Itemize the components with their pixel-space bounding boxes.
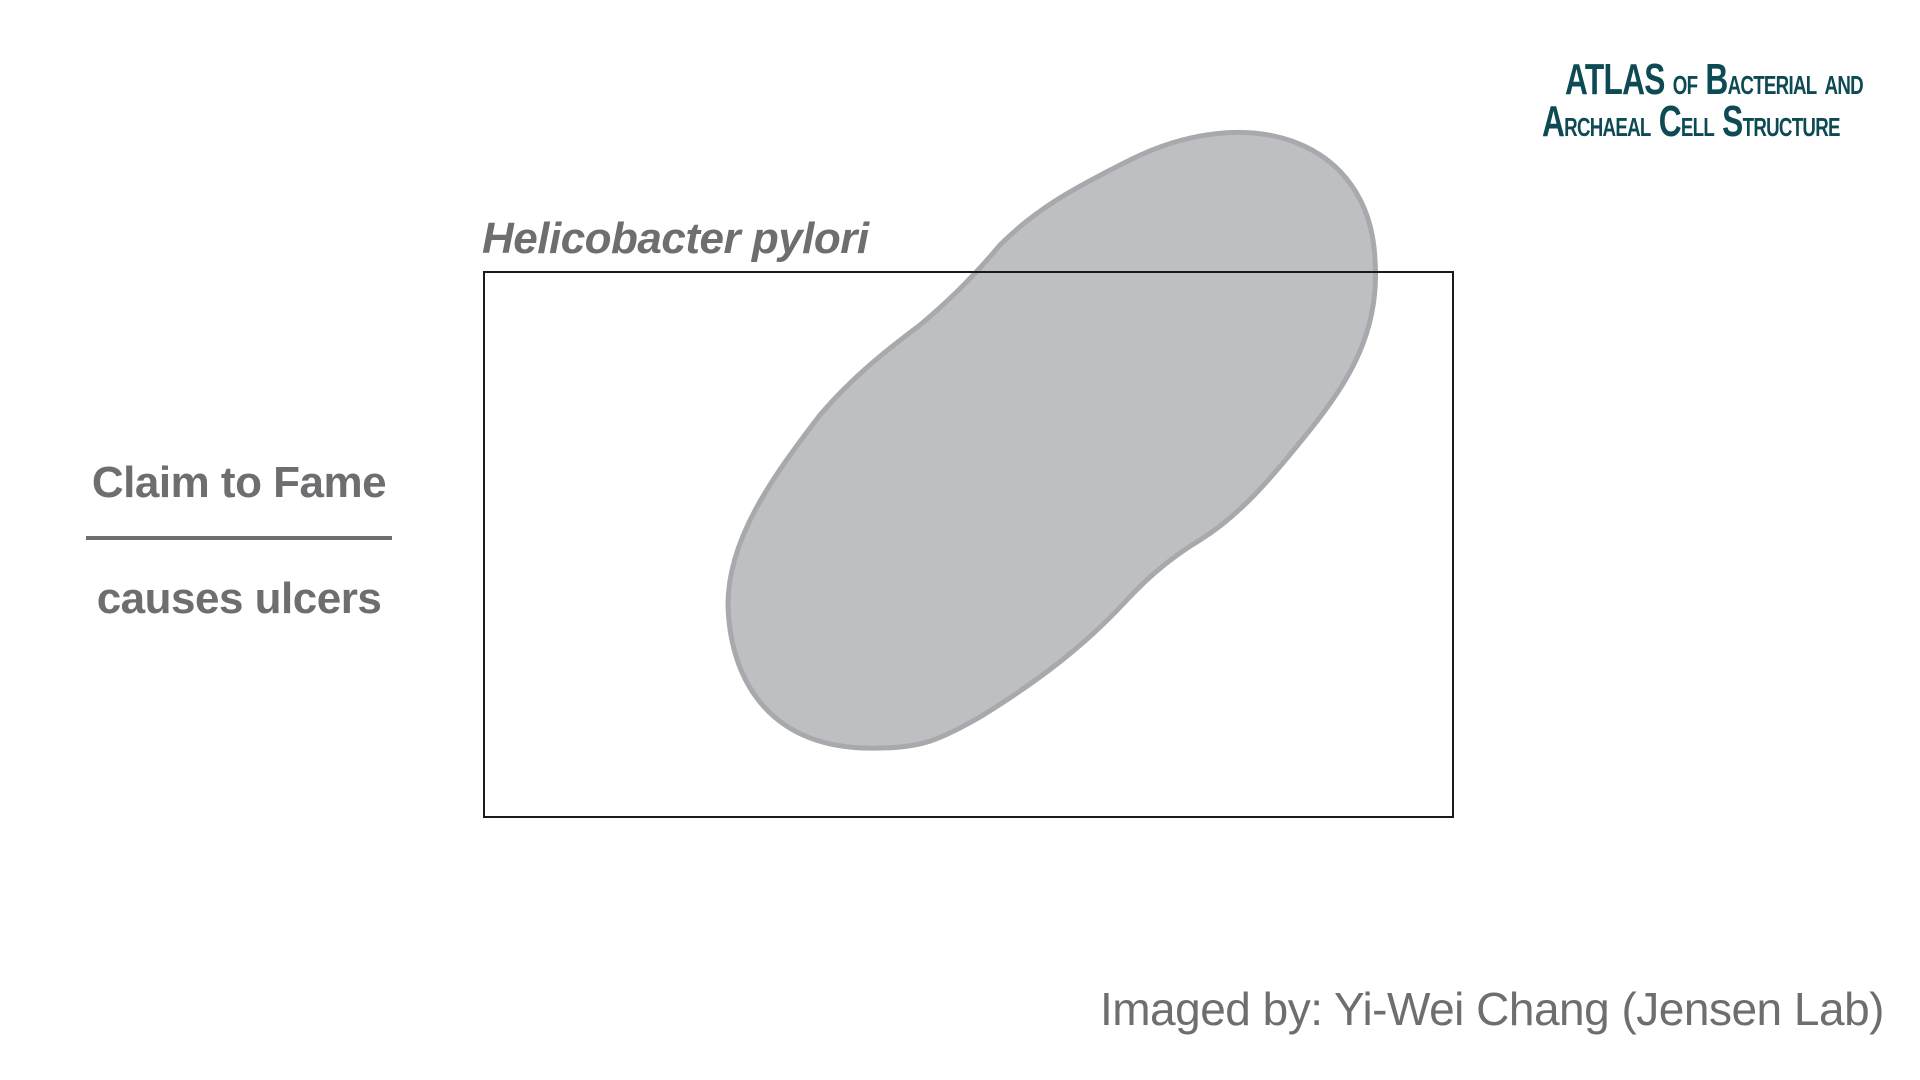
image-frame (483, 271, 1454, 818)
claim-text: causes ulcers (96, 574, 382, 623)
logo-line-1: ATLAS OF BACTERIAL AND (1565, 55, 1864, 104)
claim-block: Claim to Fame causes ulcers (86, 458, 392, 624)
image-credit: Imaged by: Yi-Wei Chang (Jensen Lab) (1099, 983, 1885, 1035)
claim-title: Claim to Fame (91, 458, 387, 507)
logo-line-2: ARCHAEAL CELL STRUCTURE (1542, 97, 1841, 146)
claim-divider (86, 536, 392, 540)
species-title: Helicobacter pylori (482, 214, 869, 263)
atlas-logo: ATLAS OF BACTERIAL AND ARCHAEAL CELL STR… (1542, 58, 1874, 144)
